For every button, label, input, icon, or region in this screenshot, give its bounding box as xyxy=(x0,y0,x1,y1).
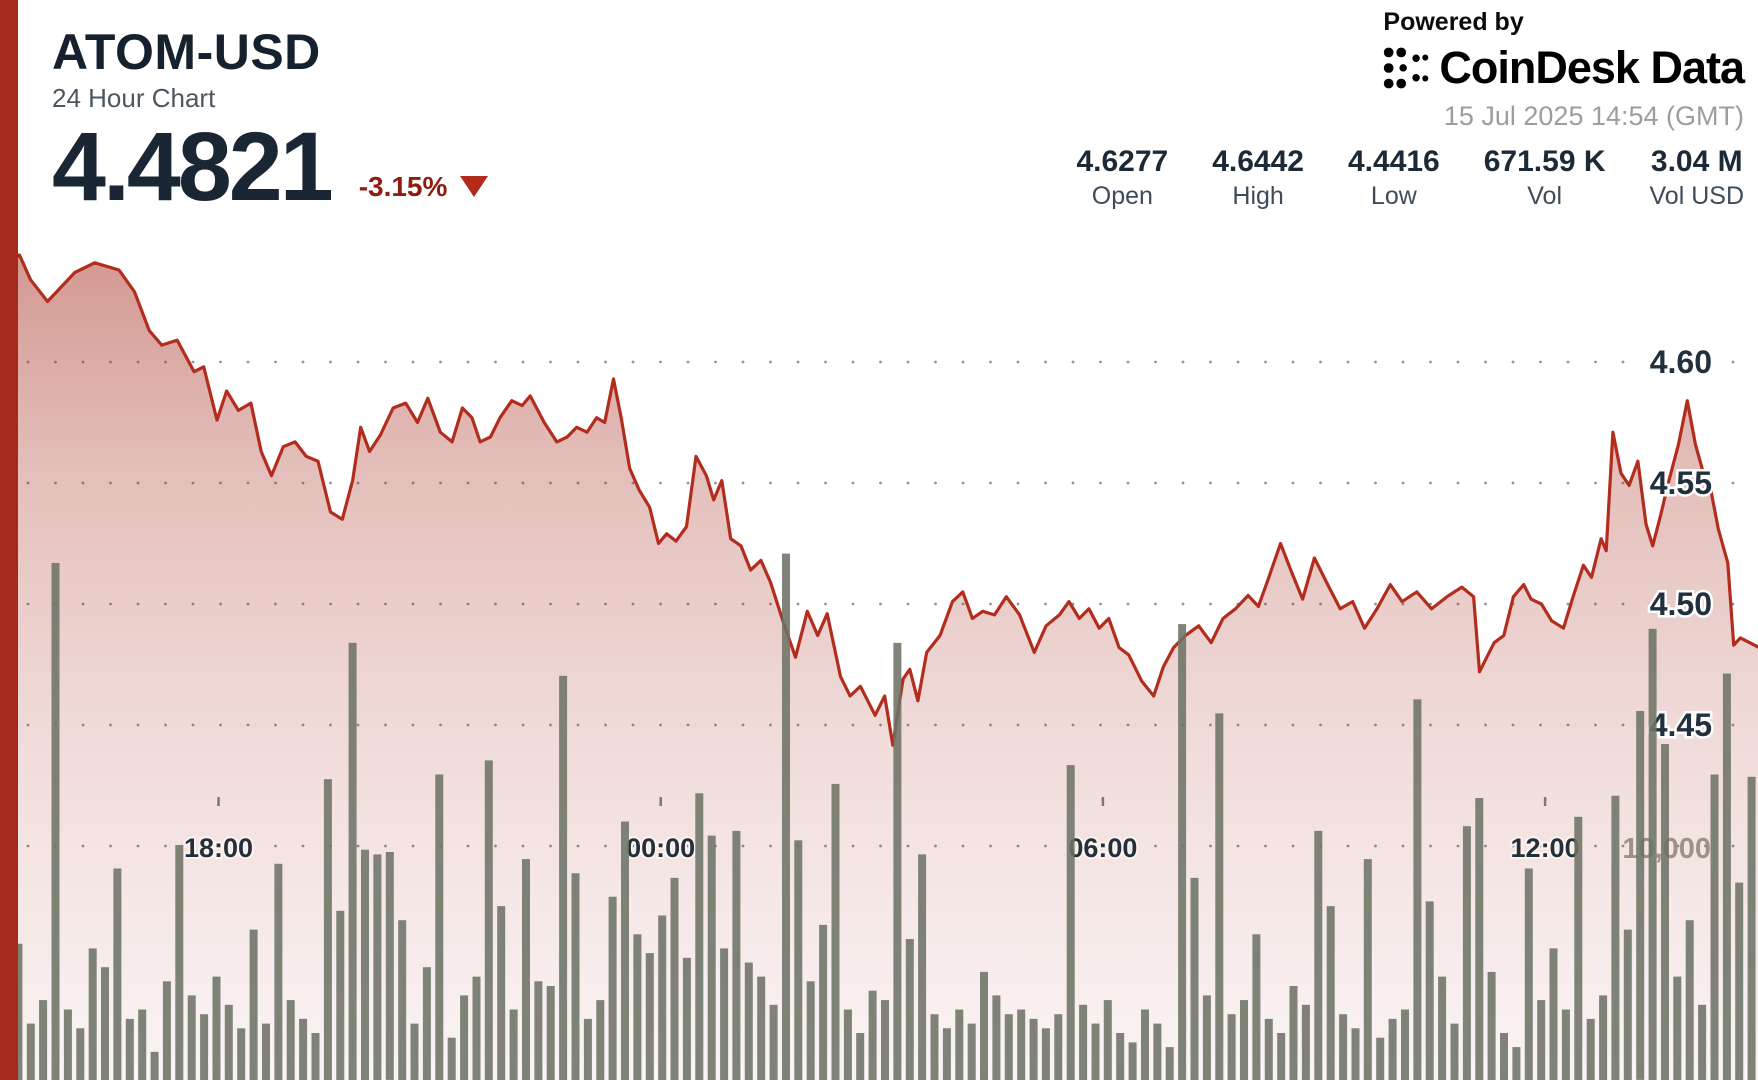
stat-vol: 671.59 K Vol xyxy=(1484,145,1606,211)
chart-timestamp: 15 Jul 2025 14:54 (GMT) xyxy=(1443,101,1744,131)
ohlc-stats-row: 4.6277 Open 4.6442 High 4.4416 Low 671.5… xyxy=(1076,145,1744,211)
stat-open: 4.6277 Open xyxy=(1076,145,1168,211)
price-change: -3.15% xyxy=(359,171,489,211)
price-row: 4.4821 -3.15% xyxy=(52,111,489,221)
coindesk-logo-icon xyxy=(1384,47,1429,89)
svg-text:4.50: 4.50 xyxy=(1650,586,1712,622)
branding-block: Powered by Coin xyxy=(1383,8,1745,94)
powered-by-label: Powered by xyxy=(1383,8,1524,36)
stat-open-value: 4.6277 xyxy=(1076,145,1169,178)
svg-text:06:00: 06:00 xyxy=(1068,833,1137,863)
svg-text:4.45: 4.45 xyxy=(1650,707,1712,743)
left-accent-bar xyxy=(0,0,18,1080)
stat-vol-label: Vol xyxy=(1527,182,1563,210)
price-area-fill xyxy=(0,255,1758,1080)
coindesk-logo-text: CoinDesk Data xyxy=(1439,42,1745,93)
stat-low-label: Low xyxy=(1370,182,1417,210)
svg-text:4.60: 4.60 xyxy=(1650,344,1712,380)
stat-open-label: Open xyxy=(1091,182,1153,210)
stat-vol-value: 671.59 K xyxy=(1483,145,1606,178)
price-line xyxy=(0,253,1758,747)
chart-subtitle: 24 Hour Chart xyxy=(52,82,216,113)
stat-high-value: 4.6442 xyxy=(1212,145,1304,178)
axis-labels: 4.604.554.504.4518:0000:0006:0012:0010,0… xyxy=(182,342,1715,866)
svg-text:00:00: 00:00 xyxy=(626,833,695,863)
coindesk-logo: CoinDesk Data xyxy=(1383,42,1745,94)
svg-text:18:00: 18:00 xyxy=(184,833,253,863)
header-right: Powered by Coin xyxy=(1076,8,1745,211)
current-price: 4.4821 xyxy=(52,111,334,221)
header-left: ATOM-USD 24 Hour Chart 4.4821 -3.15% xyxy=(52,24,489,221)
stat-low: 4.4416 Low xyxy=(1348,145,1440,211)
stat-vol-usd: 3.04 M Vol USD xyxy=(1650,145,1744,211)
stat-low-value: 4.4416 xyxy=(1347,145,1440,178)
stat-vol-usd-label: Vol USD xyxy=(1649,182,1744,210)
stat-vol-usd-value: 3.04 M xyxy=(1650,145,1743,178)
price-change-percent: -3.15% xyxy=(358,170,448,202)
stat-high-label: High xyxy=(1232,182,1284,210)
stat-high: 4.6442 High xyxy=(1212,145,1304,211)
svg-text:12:00: 12:00 xyxy=(1511,833,1580,863)
volume-bars xyxy=(2,553,1756,1080)
svg-text:4.55: 4.55 xyxy=(1650,465,1712,501)
change-down-arrow-icon xyxy=(460,176,489,198)
instrument-symbol: ATOM-USD xyxy=(52,24,321,80)
